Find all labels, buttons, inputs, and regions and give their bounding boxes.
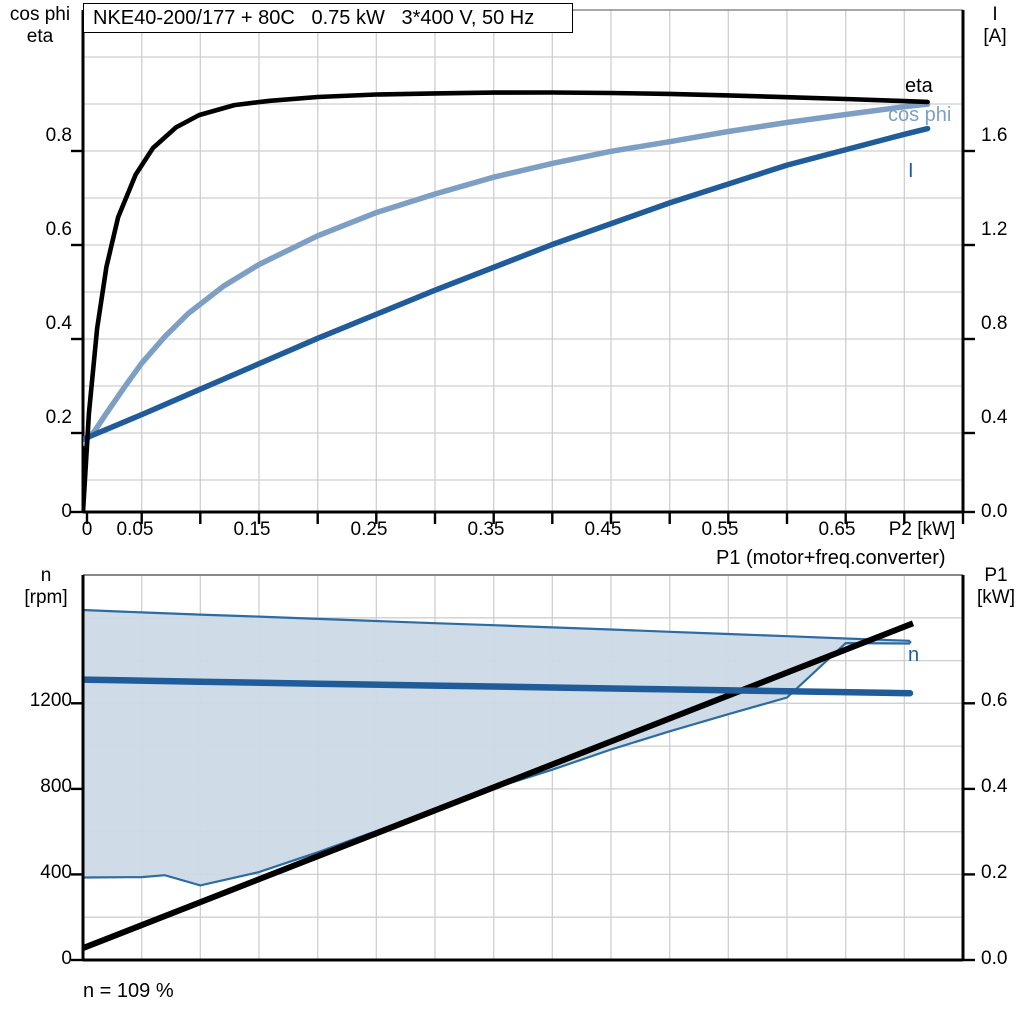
top-x-axis-title: P2 [kW] — [888, 519, 956, 540]
series-cos-phi-curve — [83, 101, 931, 446]
top-right-axis-title: I [A] — [983, 4, 1007, 47]
top-left-tick-0: 0 — [61, 501, 72, 522]
bottom-tickmarks — [71, 702, 975, 962]
top-left-tick-2: 0.4 — [45, 313, 72, 334]
top-x-tick-4: 0.35 — [467, 519, 505, 540]
bottom-left-tick-1: 400 — [40, 862, 72, 883]
top-x-tick-1: 0.05 — [116, 519, 154, 540]
bottom-left-axis-title: n [rpm] — [24, 565, 68, 608]
series-current-curve — [83, 125, 931, 442]
series-speed-curve — [83, 676, 914, 697]
top-right-tick-3: 1.2 — [981, 219, 1008, 240]
bottom-left-tick-2: 800 — [40, 776, 72, 797]
series-label-current: I — [908, 160, 914, 182]
page-title: NKE40-200/177 + 80C 0.75 kW 3*400 V, 50 … — [93, 6, 535, 29]
top-x-tick-0: 0 — [81, 519, 93, 540]
top-x-tick-5: 0.45 — [584, 519, 622, 540]
footer-note: n = 109 % — [83, 980, 174, 1002]
top-right-tick-1: 0.4 — [981, 407, 1008, 428]
series-label-speed: n — [908, 644, 920, 666]
bottom-right-tick-3: 0.6 — [981, 690, 1008, 711]
series-label-eta: eta — [905, 75, 933, 97]
top-left-tick-3: 0.6 — [45, 219, 72, 240]
bottom-right-axis-title: P1 [kW] — [977, 565, 1015, 608]
chart-title-box: NKE40-200/177 + 80C 0.75 kW 3*400 V, 50 … — [83, 3, 573, 33]
top-right-tick-4: 1.6 — [981, 125, 1008, 146]
bottom-axis-frame — [81, 574, 965, 962]
top-left-tick-1: 0.2 — [45, 407, 72, 428]
top-x-tick-6: 0.55 — [701, 519, 739, 540]
top-x-tick-2: 0.15 — [233, 519, 271, 540]
bottom-annotation-p1: P1 (motor+freq.converter) — [716, 547, 946, 569]
series-label-cos-phi: cos phi — [888, 104, 952, 126]
top-right-tick-0: 0.0 — [981, 501, 1008, 522]
bottom-left-tick-3: 1200 — [29, 690, 72, 711]
top-left-tick-4: 0.8 — [45, 125, 72, 146]
series-eta-curve — [83, 90, 930, 512]
top-grid — [83, 10, 963, 512]
top-right-tick-2: 0.8 — [981, 313, 1008, 334]
top-x-tick-3: 0.25 — [350, 519, 388, 540]
top-left-axis-title: cos phi eta — [9, 4, 71, 47]
top-x-tick-7: 0.65 — [818, 519, 856, 540]
speed-envelope-band — [83, 610, 910, 886]
bottom-left-tick-0: 0 — [61, 948, 72, 969]
bottom-right-tick-2: 0.4 — [981, 776, 1008, 797]
speed-envelope-upper — [83, 608, 911, 642]
bottom-right-tick-0: 0.0 — [981, 948, 1008, 969]
top-tickmarks — [71, 149, 975, 524]
bottom-right-tick-1: 0.2 — [981, 862, 1008, 883]
series-p1-line — [83, 620, 915, 951]
